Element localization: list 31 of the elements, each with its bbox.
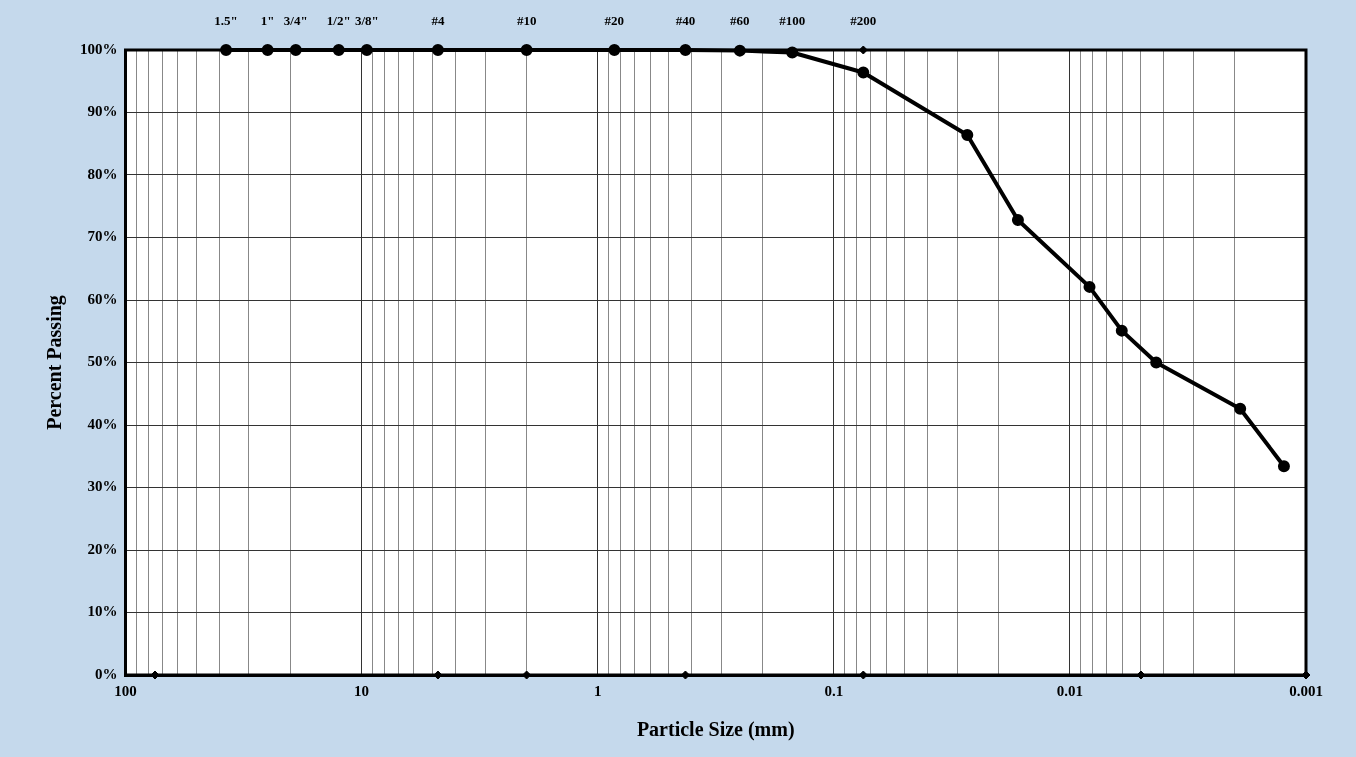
annotation: #100 [779,12,806,28]
x-tick-label: 0.01 [1056,682,1084,699]
annotation: #10 [516,12,537,28]
y-tick-label: 90% [87,103,118,120]
x-tick-label: 1 [593,682,602,699]
x-tick-label: 0.001 [1289,682,1323,699]
annotation: #4 [431,12,445,28]
y-tick-label: 60% [87,290,118,307]
y-tick-label: 30% [87,478,118,495]
y-tick-label: 0% [95,665,118,682]
y-tick-label: 10% [87,603,118,620]
annotation: 3/4" [283,12,308,28]
y-tick-label: 80% [87,165,118,182]
annotation: 1.5" [214,12,238,28]
x-tick-label: 10 [354,682,370,699]
annotation: 1/2" [326,12,351,28]
x-axis-title: Particle Size (mm) [636,718,795,742]
annotation: #60 [730,12,750,28]
y-tick-label: 100% [80,40,118,57]
annotation: 3/8" [354,12,379,28]
x-tick-label: 100 [114,682,137,699]
y-axis-title: Percent Passing [43,295,67,430]
y-tick-label: 40% [87,415,118,432]
annotation: 1" [260,12,275,28]
y-tick-label: 20% [87,540,118,557]
x-tick-label: 0.1 [824,682,844,699]
annotation: #200 [850,12,877,28]
annotation: #20 [604,12,625,28]
annotation: #40 [675,12,696,28]
y-tick-label: 70% [87,228,118,245]
y-tick-label: 50% [87,353,118,370]
